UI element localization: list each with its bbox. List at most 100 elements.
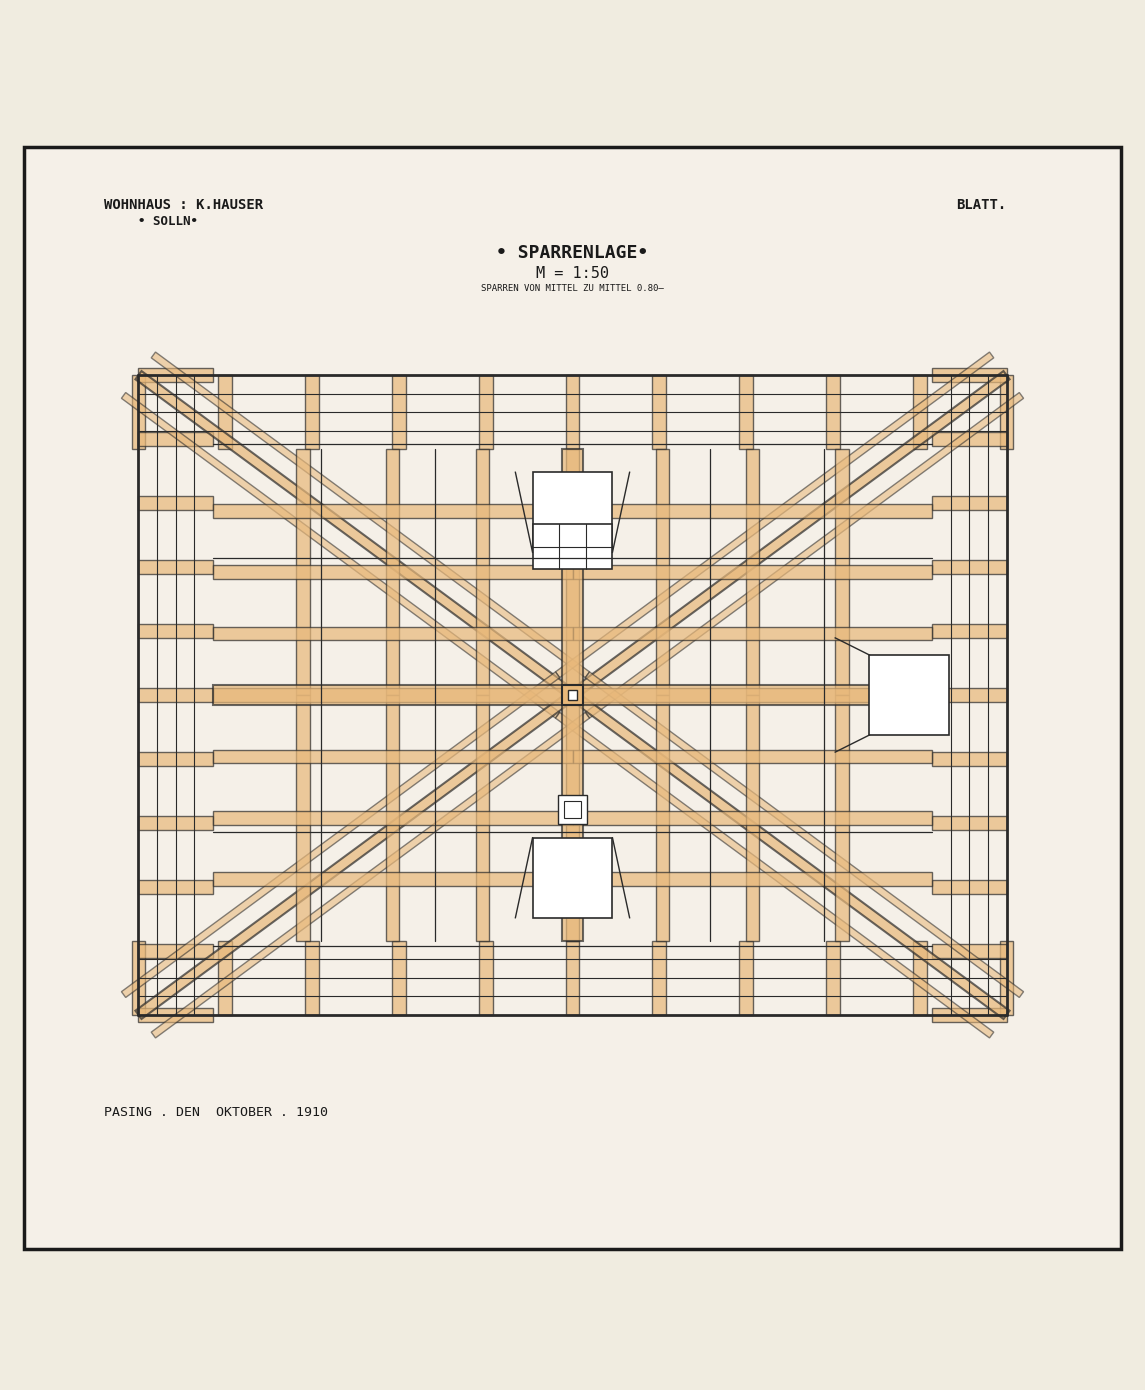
Bar xyxy=(132,375,145,449)
Bar xyxy=(566,941,579,1015)
Bar xyxy=(869,655,949,735)
Polygon shape xyxy=(572,810,932,824)
Polygon shape xyxy=(566,695,579,941)
Bar xyxy=(139,624,213,638)
Bar xyxy=(826,941,839,1015)
Text: PASING . DEN  OKTOBER . 1910: PASING . DEN OKTOBER . 1910 xyxy=(104,1106,329,1119)
Polygon shape xyxy=(475,695,489,941)
Bar xyxy=(139,560,213,574)
Polygon shape xyxy=(572,505,932,517)
Bar xyxy=(532,473,613,552)
Bar xyxy=(132,941,145,1015)
Text: WOHNHAUS : K.HAUSER: WOHNHAUS : K.HAUSER xyxy=(104,199,263,213)
Bar xyxy=(932,624,1006,638)
Polygon shape xyxy=(572,627,932,641)
Bar xyxy=(139,816,213,830)
Polygon shape xyxy=(585,671,1024,998)
Text: • SOLLN•: • SOLLN• xyxy=(139,215,198,228)
Polygon shape xyxy=(569,691,1010,1019)
Polygon shape xyxy=(572,688,932,702)
Bar xyxy=(932,688,1006,702)
Bar xyxy=(740,375,753,449)
Bar xyxy=(653,375,666,449)
Bar xyxy=(566,375,579,449)
Polygon shape xyxy=(151,352,590,678)
Polygon shape xyxy=(386,695,400,941)
Bar xyxy=(932,368,1006,382)
Polygon shape xyxy=(585,392,1024,719)
Bar xyxy=(932,816,1006,830)
Polygon shape xyxy=(213,685,932,705)
Bar xyxy=(932,432,1006,446)
Bar xyxy=(932,560,1006,574)
Polygon shape xyxy=(555,352,994,678)
Polygon shape xyxy=(121,392,560,719)
Bar xyxy=(139,496,213,510)
Bar xyxy=(913,941,926,1015)
Polygon shape xyxy=(569,371,1010,699)
Bar xyxy=(1000,941,1013,1015)
Polygon shape xyxy=(572,873,932,885)
Bar xyxy=(653,941,666,1015)
Bar xyxy=(139,688,213,702)
Bar xyxy=(139,880,213,894)
Bar xyxy=(932,752,1006,766)
Polygon shape xyxy=(213,627,572,641)
Bar xyxy=(932,880,1006,894)
Bar xyxy=(139,368,213,382)
Bar xyxy=(479,941,492,1015)
Polygon shape xyxy=(562,449,583,941)
Bar xyxy=(562,685,583,705)
Bar xyxy=(1000,375,1013,449)
Bar xyxy=(139,944,213,958)
Bar xyxy=(932,1008,1006,1022)
Polygon shape xyxy=(213,873,572,885)
Polygon shape xyxy=(135,691,576,1019)
Bar xyxy=(532,838,613,917)
Bar xyxy=(139,432,213,446)
Text: M = 1:50: M = 1:50 xyxy=(536,265,609,281)
Bar xyxy=(568,691,577,699)
Polygon shape xyxy=(213,810,572,824)
Polygon shape xyxy=(745,695,759,941)
Bar xyxy=(564,801,581,817)
Polygon shape xyxy=(295,449,309,695)
Bar xyxy=(740,941,753,1015)
Bar xyxy=(392,941,405,1015)
Bar xyxy=(219,375,232,449)
Polygon shape xyxy=(555,712,994,1038)
Bar xyxy=(139,1008,213,1022)
Polygon shape xyxy=(572,566,932,580)
Polygon shape xyxy=(386,449,400,695)
Polygon shape xyxy=(475,449,489,695)
Text: BLATT.: BLATT. xyxy=(956,199,1006,213)
Polygon shape xyxy=(836,695,850,941)
Polygon shape xyxy=(572,749,932,763)
Bar xyxy=(826,375,839,449)
Text: • SPARRENLAGE•: • SPARRENLAGE• xyxy=(497,243,648,261)
Bar xyxy=(306,375,319,449)
Polygon shape xyxy=(213,749,572,763)
Bar xyxy=(932,496,1006,510)
Bar xyxy=(532,524,613,570)
Polygon shape xyxy=(656,449,670,695)
Polygon shape xyxy=(151,712,590,1038)
Bar xyxy=(392,375,405,449)
Bar xyxy=(479,375,492,449)
Polygon shape xyxy=(213,505,572,517)
Polygon shape xyxy=(213,566,572,580)
Bar xyxy=(559,795,586,823)
Polygon shape xyxy=(566,449,579,695)
Polygon shape xyxy=(213,688,572,702)
Text: SPARREN VON MITTEL ZU MITTEL 0.80—: SPARREN VON MITTEL ZU MITTEL 0.80— xyxy=(481,284,664,293)
Polygon shape xyxy=(135,371,576,699)
Bar xyxy=(139,752,213,766)
Polygon shape xyxy=(295,695,309,941)
Polygon shape xyxy=(121,671,560,998)
Polygon shape xyxy=(836,449,850,695)
Bar xyxy=(932,944,1006,958)
Polygon shape xyxy=(745,449,759,695)
Bar xyxy=(913,375,926,449)
Polygon shape xyxy=(656,695,670,941)
Bar xyxy=(306,941,319,1015)
